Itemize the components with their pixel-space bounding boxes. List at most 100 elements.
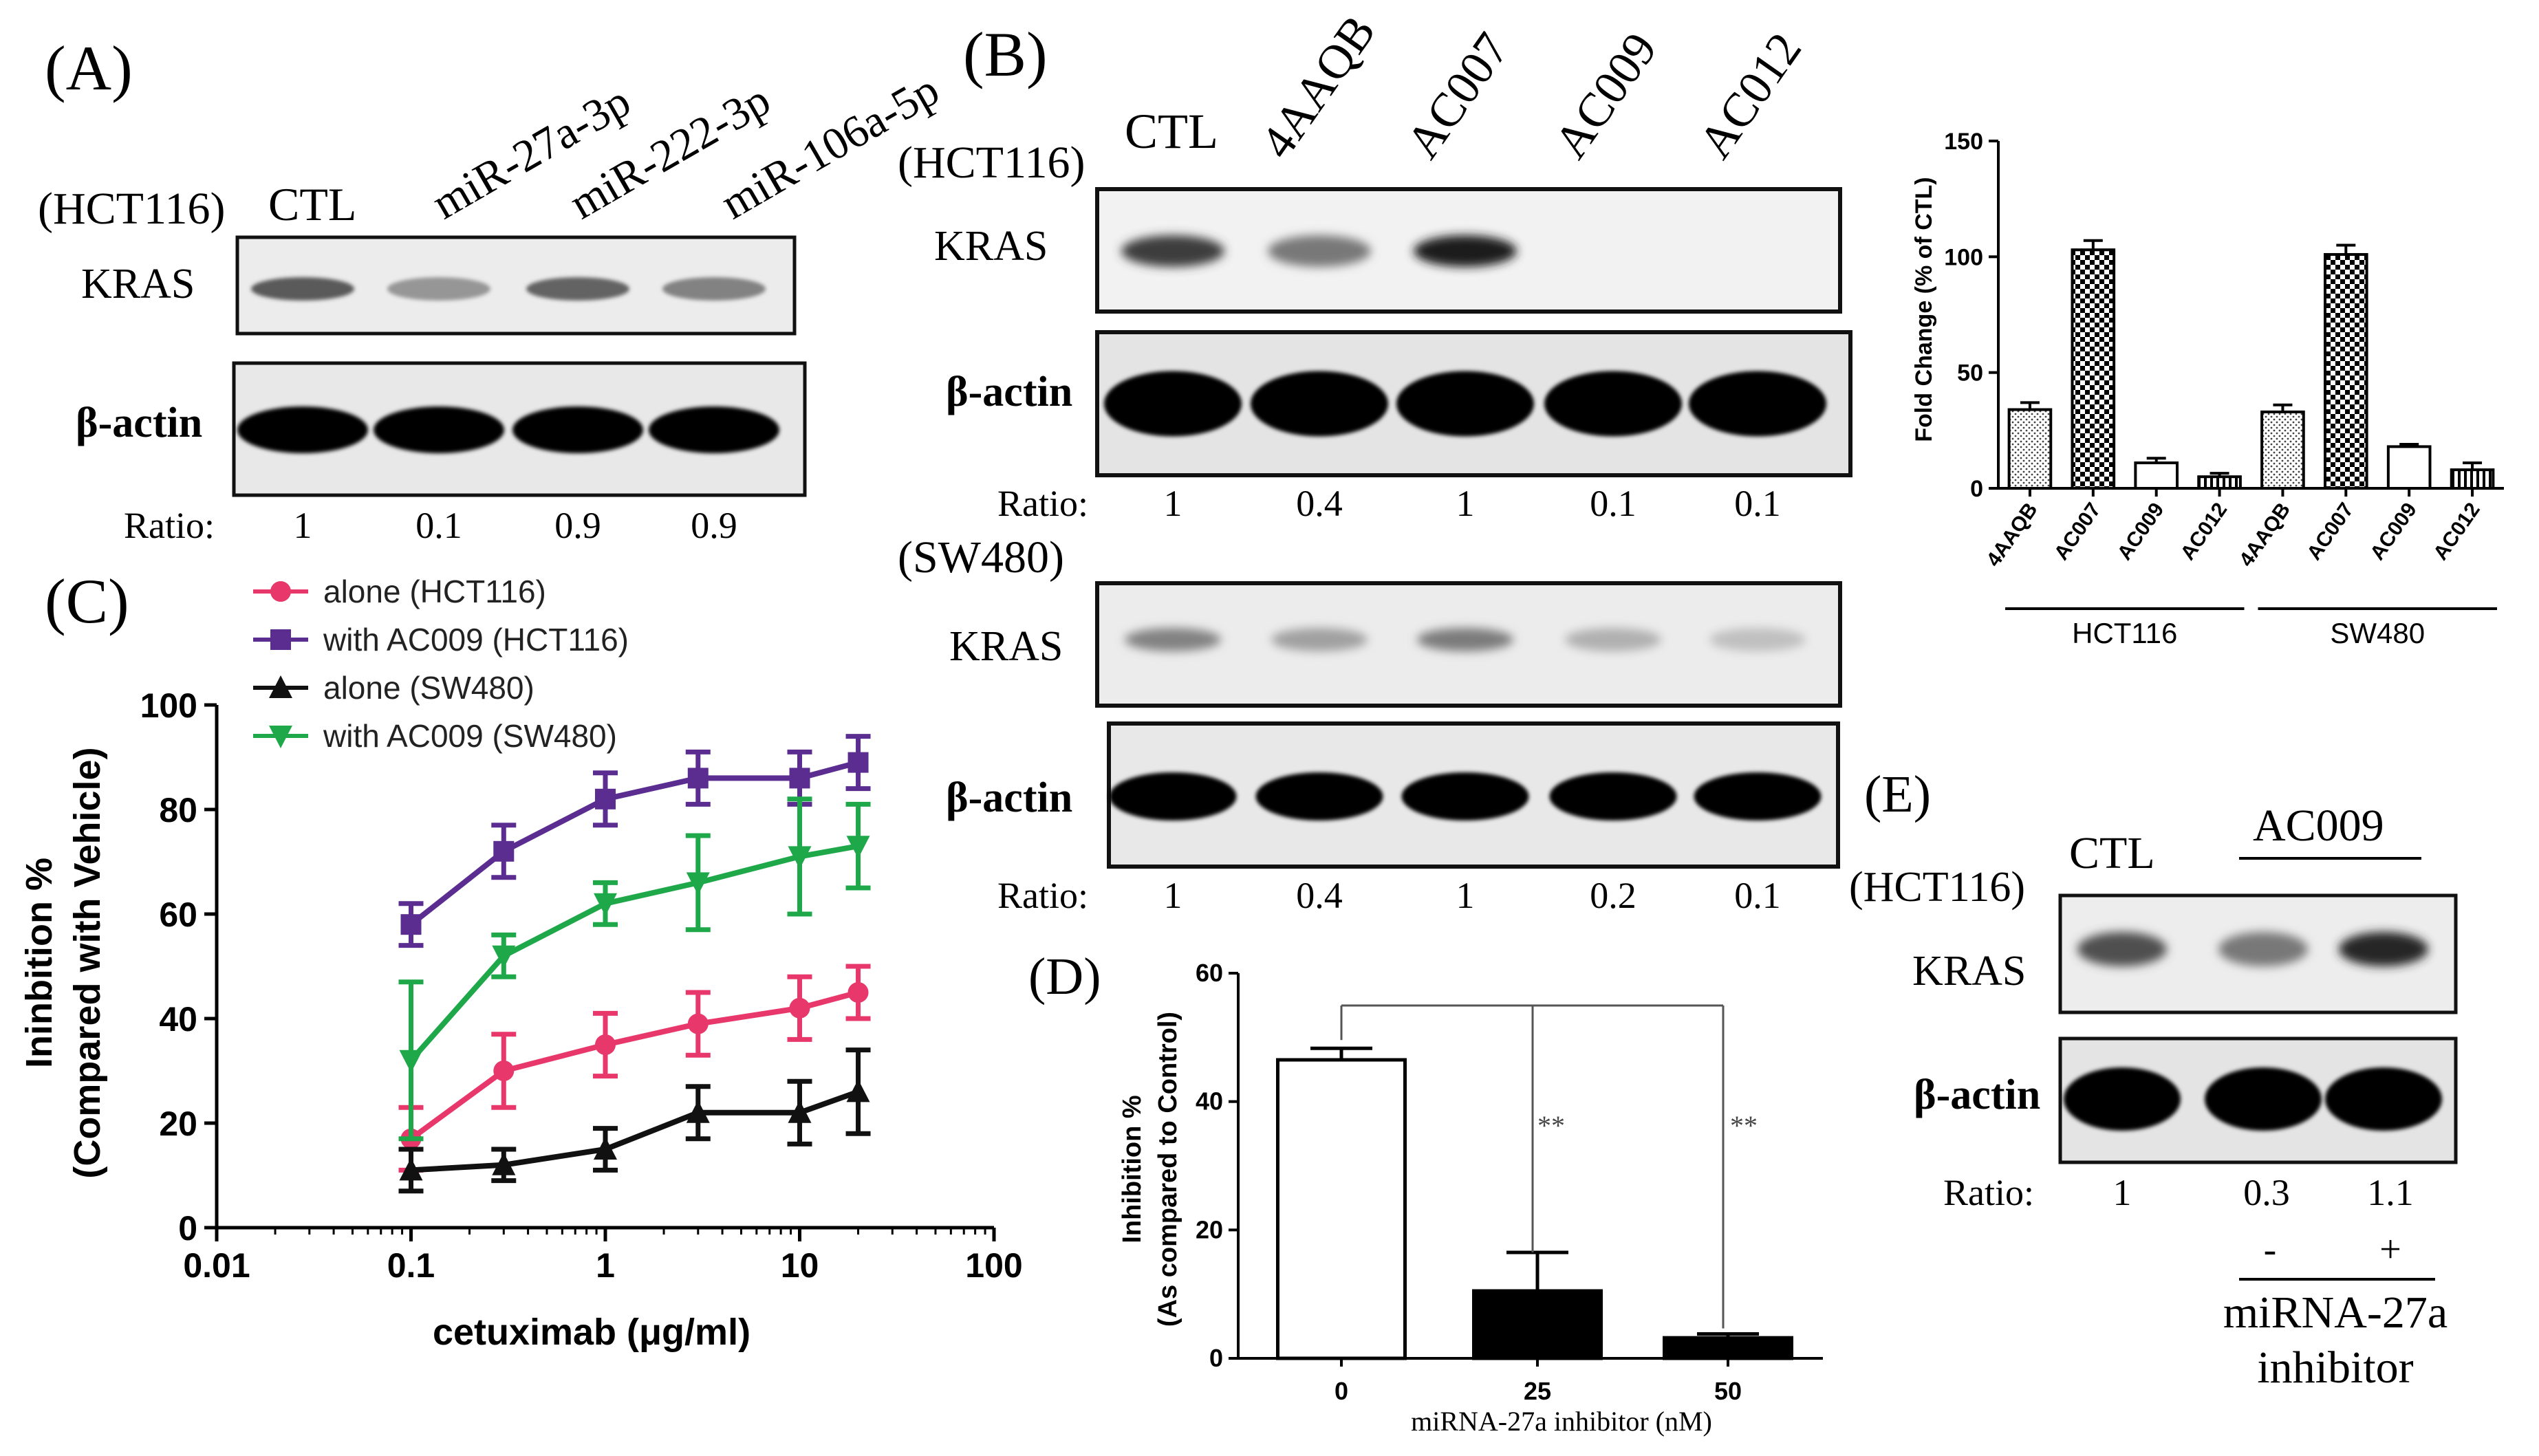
chart-c-series-2-point-5 [789, 768, 810, 789]
chart-c-series-3-point-5 [788, 1100, 812, 1123]
chart-c-legend-marker-3 [269, 675, 292, 698]
panel-a-actin-band-3 [512, 406, 643, 453]
panel-a-cell-label: (HCT116) [38, 184, 226, 234]
panel-b-actin-hct116-band-2 [1251, 371, 1388, 437]
chart-b-xtick-label-8: AC012 [2429, 499, 2485, 564]
chart-c-ytick-label-80: 80 [159, 791, 197, 829]
chart-d-ylabel-line1: Inhibition % [1118, 1095, 1147, 1243]
panel-b-actin-sw480-band-1 [1109, 772, 1237, 821]
panel-a-actin-band-1 [237, 406, 368, 453]
panel-b-kras-sw480-band-3 [1417, 628, 1513, 651]
chart-c-legend-label-1: alone (HCT116) [323, 574, 546, 609]
panel-b-kras-sw480-band-1 [1125, 628, 1221, 651]
chart-c-series-3-line [411, 1089, 859, 1173]
chart-c-series-1-line [409, 990, 859, 1142]
panel-b-kras-sw480-band-5 [1709, 628, 1806, 651]
chart-b-xtick-label-3: AC009 [2113, 499, 2169, 564]
panel-b-lane-ctl: CTL [1125, 104, 1218, 159]
panel-e-ctl-label: CTL [2069, 828, 2155, 878]
panel-a-actin-bands [237, 406, 779, 453]
chart-c-series-1-point-3 [595, 1034, 616, 1055]
chart-b-bar-2 [2071, 248, 2116, 490]
panel-e-kras-label: KRAS [1912, 948, 2026, 995]
panel-b-actin-hct116-band-1 [1104, 371, 1242, 437]
chart-c-ylabel-line2: (Compared with Vehicle) [67, 747, 108, 1178]
panel-b-ratio-label-hct116: Ratio: [997, 483, 1088, 524]
panel-b-sw480-ratio-5: 0.1 [1734, 875, 1781, 916]
panel-b-ratios-hct116: 1 0.4 1 0.1 0.1 [1164, 483, 1781, 524]
panel-a-kras-band-2 [387, 277, 490, 301]
panel-e-treatment-label: AC009 [2253, 801, 2384, 851]
panel-d-letter: (D) [1028, 948, 1101, 1006]
chart-c-xtick-label-3: 1 [596, 1246, 615, 1285]
chart-d-xlabel: miRNA-27a inhibitor (nM) [1411, 1406, 1712, 1437]
chart-c-series-4-point-2 [492, 945, 516, 968]
chart-d-bar-1 [1276, 1058, 1407, 1360]
panel-b-actin-sw480-band-5 [1694, 772, 1822, 821]
panel-b-actin-hct116-band-4 [1544, 371, 1682, 437]
chart-c-series-1-point-2 [493, 1061, 515, 1081]
panel-a-kras-band-4 [662, 277, 766, 301]
panel-b-lane-4aaqb: 4AAQB [1251, 6, 1386, 168]
panel-a-ratio-2: 0.1 [415, 505, 462, 546]
chart-b-bar-1 [2007, 408, 2053, 490]
chart-d-ytick-label-60: 60 [1196, 959, 1223, 987]
chart-c-xtick-label-2: 0.1 [387, 1246, 435, 1285]
chart-d-xtick-label-2: 25 [1524, 1377, 1551, 1405]
panel-e-cell-label: (HCT116) [1849, 864, 2025, 911]
panel-a-lane-labels: CTL miR-27a-3p miR-222-3p miR-106a-5p [268, 65, 947, 230]
panel-d-bar-chart: (D) Inhibition % (As compared to Control… [1028, 948, 1823, 1437]
panel-e-actin-band-2 [2205, 1067, 2322, 1131]
panel-e-actin-band-1 [2064, 1067, 2181, 1131]
chart-c-xtick-label-4: 10 [781, 1246, 819, 1285]
panel-a-lane-ctl: CTL [268, 178, 356, 230]
panel-e-sign-minus: - [2264, 1228, 2277, 1271]
panel-e: (E) CTL AC009 (HCT116) KRAS β-actin Rati… [1849, 765, 2458, 1393]
panel-b-lane-labels: CTL 4AAQB AC007 AC009 AC012 [1125, 6, 1812, 168]
chart-c-series-2-point-6 [847, 752, 869, 773]
chart-c-series-3-point-4 [686, 1100, 710, 1123]
panel-b-cell-label-hct116: (HCT116) [898, 138, 1085, 188]
panel-b-cell-label-sw480: (SW480) [898, 532, 1064, 583]
chart-d-ylabel-line2: (As compared to Control) [1154, 1012, 1182, 1327]
chart-c-ytick-label-100: 100 [140, 686, 197, 725]
panel-a: (A) (HCT116) CTL miR-27a-3p miR-222-3p m… [38, 33, 947, 546]
panel-b-kras-hct116-band-1 [1121, 235, 1224, 267]
panel-c-letter: (C) [45, 566, 129, 636]
chart-b-ytick-label-100: 100 [1944, 244, 1983, 270]
panel-a-ratios: 1 0.1 0.9 0.9 [294, 505, 737, 546]
chart-c-series-4-point-5 [788, 846, 812, 869]
panel-b-actin-sw480-band-4 [1549, 772, 1677, 821]
panel-e-kras-band-3 [2339, 932, 2428, 966]
panel-a-actin-band-4 [649, 406, 779, 453]
panel-b-hct116-ratio-5: 0.1 [1734, 483, 1781, 524]
chart-d-sig-star-2: ** [1730, 1110, 1758, 1141]
chart-c-ylabel-line1: Ininbition % [19, 858, 60, 1068]
panel-b-actin-label-hct116: β-actin [946, 369, 1072, 415]
chart-b-bar-5 [2260, 410, 2305, 490]
chart-b-xtick-label-5: 4AAQB [2235, 499, 2295, 571]
panel-b-kras-sw480-band-4 [1565, 628, 1661, 651]
panel-a-kras-band-3 [526, 277, 629, 301]
panel-b-sw480-ratio-1: 1 [1164, 875, 1182, 916]
panel-e-ratio-3: 1.1 [2367, 1172, 2414, 1213]
chart-c-legend-marker-2 [270, 629, 291, 650]
chart-b-group-label-sw480: SW480 [2330, 617, 2425, 649]
panel-b-sw480-ratio-2: 0.4 [1296, 875, 1343, 916]
chart-c-xlabel: cetuximab (μg/ml) [433, 1312, 750, 1353]
chart-c-legend-marker-1 [270, 581, 291, 602]
chart-b-ytick-label-150: 150 [1944, 129, 1983, 155]
chart-d-ytick-label-40: 40 [1196, 1087, 1223, 1116]
panel-e-ratio-1: 1 [2113, 1172, 2132, 1213]
panel-b-lane-ac012: AC012 [1689, 23, 1812, 168]
chart-c-ytick-label-0: 0 [178, 1209, 197, 1248]
chart-b-bar-6 [2323, 252, 2368, 490]
chart-c-series-4-point-6 [846, 836, 870, 859]
panel-a-letter: (A) [45, 33, 133, 103]
chart-c-ytick-label-60: 60 [159, 895, 197, 934]
chart-c-series-4-point-1 [399, 1050, 423, 1073]
panel-a-kras-bands [251, 277, 766, 301]
chart-c-series-1-point-4 [687, 1013, 709, 1034]
chart-c-series-4-line [409, 843, 859, 1063]
